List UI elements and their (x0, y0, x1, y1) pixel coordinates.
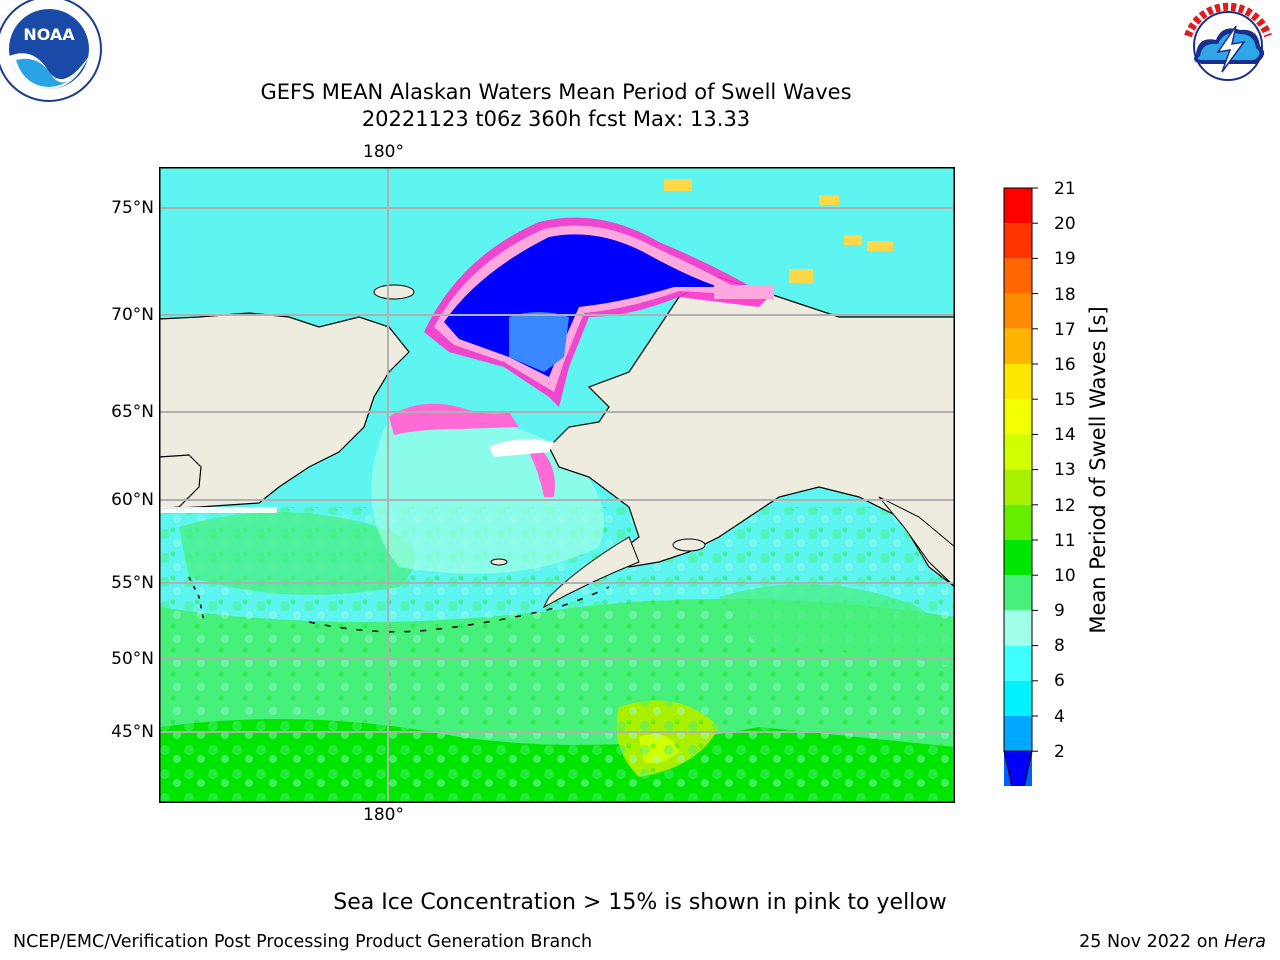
colorbar-bin-2-4 (1004, 716, 1032, 752)
cbar-tick-12: 12 (1054, 496, 1076, 516)
land-alaska (548, 276, 955, 588)
colorbar-bin-9-10 (1004, 575, 1032, 611)
lat-label-55: 55°N (111, 573, 154, 593)
footer-credit: NCEP/EMC/Verification Post Processing Pr… (13, 932, 593, 952)
colorbar-bin-18-19 (1004, 258, 1032, 294)
colorbar-bin-16-17 (1004, 328, 1032, 364)
colorbar-bin-11-12 (1004, 504, 1032, 540)
cbar-tick-20: 20 (1054, 214, 1076, 234)
colorbar (1003, 187, 1038, 786)
cbar-tick-9: 9 (1054, 601, 1065, 621)
cbar-tick-21: 21 (1054, 179, 1076, 199)
cbar-tick-15: 15 (1054, 390, 1076, 410)
colorbar-bin-14-15 (1004, 399, 1032, 435)
lat-label-70: 70°N (111, 305, 154, 325)
colorbar-bin-6-8 (1004, 645, 1032, 681)
cbar-tick-19: 19 (1054, 249, 1076, 269)
lon-label-top: 180° (363, 142, 404, 162)
cbar-tick-16: 16 (1054, 355, 1076, 375)
lat-label-60: 60°N (111, 490, 154, 510)
cbar-tick-8: 8 (1054, 636, 1065, 656)
footer-host: Hera (1224, 932, 1266, 952)
colorbar-title: Mean Period of Swell Waves [s] (1086, 306, 1110, 634)
cbar-tick-10: 10 (1054, 566, 1076, 586)
cbar-tick-6: 6 (1054, 671, 1065, 691)
map-panel (159, 167, 955, 803)
cbar-tick-18: 18 (1054, 285, 1076, 305)
noaa-logo: NOAA (0, 0, 102, 102)
chart-subtitle: 20221123 t06z 360h fcst Max: 13.33 (361, 107, 751, 131)
colorbar-bin-19-20 (1004, 223, 1032, 259)
cbar-tick-17: 17 (1054, 320, 1076, 340)
colorbar-bin-10-11 (1004, 540, 1032, 576)
colorbar-bin-4-6 (1004, 680, 1032, 716)
colorbar-bin-20-21 (1004, 188, 1032, 224)
colorbar-bin-12-13 (1004, 469, 1032, 505)
lat-label-50: 50°N (111, 649, 154, 669)
colorbar-bin-17-18 (1004, 293, 1032, 329)
sea-ice-note: Sea Ice Concentration > 15% is shown in … (333, 890, 947, 915)
footer-date-text: 25 Nov 2022 on (1079, 932, 1219, 952)
lat-label-45: 45°N (111, 722, 154, 742)
lat-label-65: 65°N (111, 402, 154, 422)
nws-logo (1180, 0, 1276, 94)
noaa-logo-text: NOAA (23, 25, 75, 44)
colorbar-bin-8-9 (1004, 610, 1032, 646)
footer-date: 25 Nov 2022 on Hera (1079, 932, 1266, 952)
cbar-tick-4: 4 (1054, 707, 1065, 727)
chart-title: GEFS MEAN Alaskan Waters Mean Period of … (260, 80, 852, 104)
cbar-tick-2: 2 (1054, 742, 1065, 762)
lon-label-bottom: 180° (363, 805, 404, 825)
lat-label-75: 75°N (111, 198, 154, 218)
colorbar-bin-13-14 (1004, 434, 1032, 470)
cbar-tick-11: 11 (1054, 531, 1076, 551)
cbar-tick-14: 14 (1054, 425, 1076, 445)
cbar-tick-13: 13 (1054, 460, 1076, 480)
colorbar-bin-15-16 (1004, 364, 1032, 400)
